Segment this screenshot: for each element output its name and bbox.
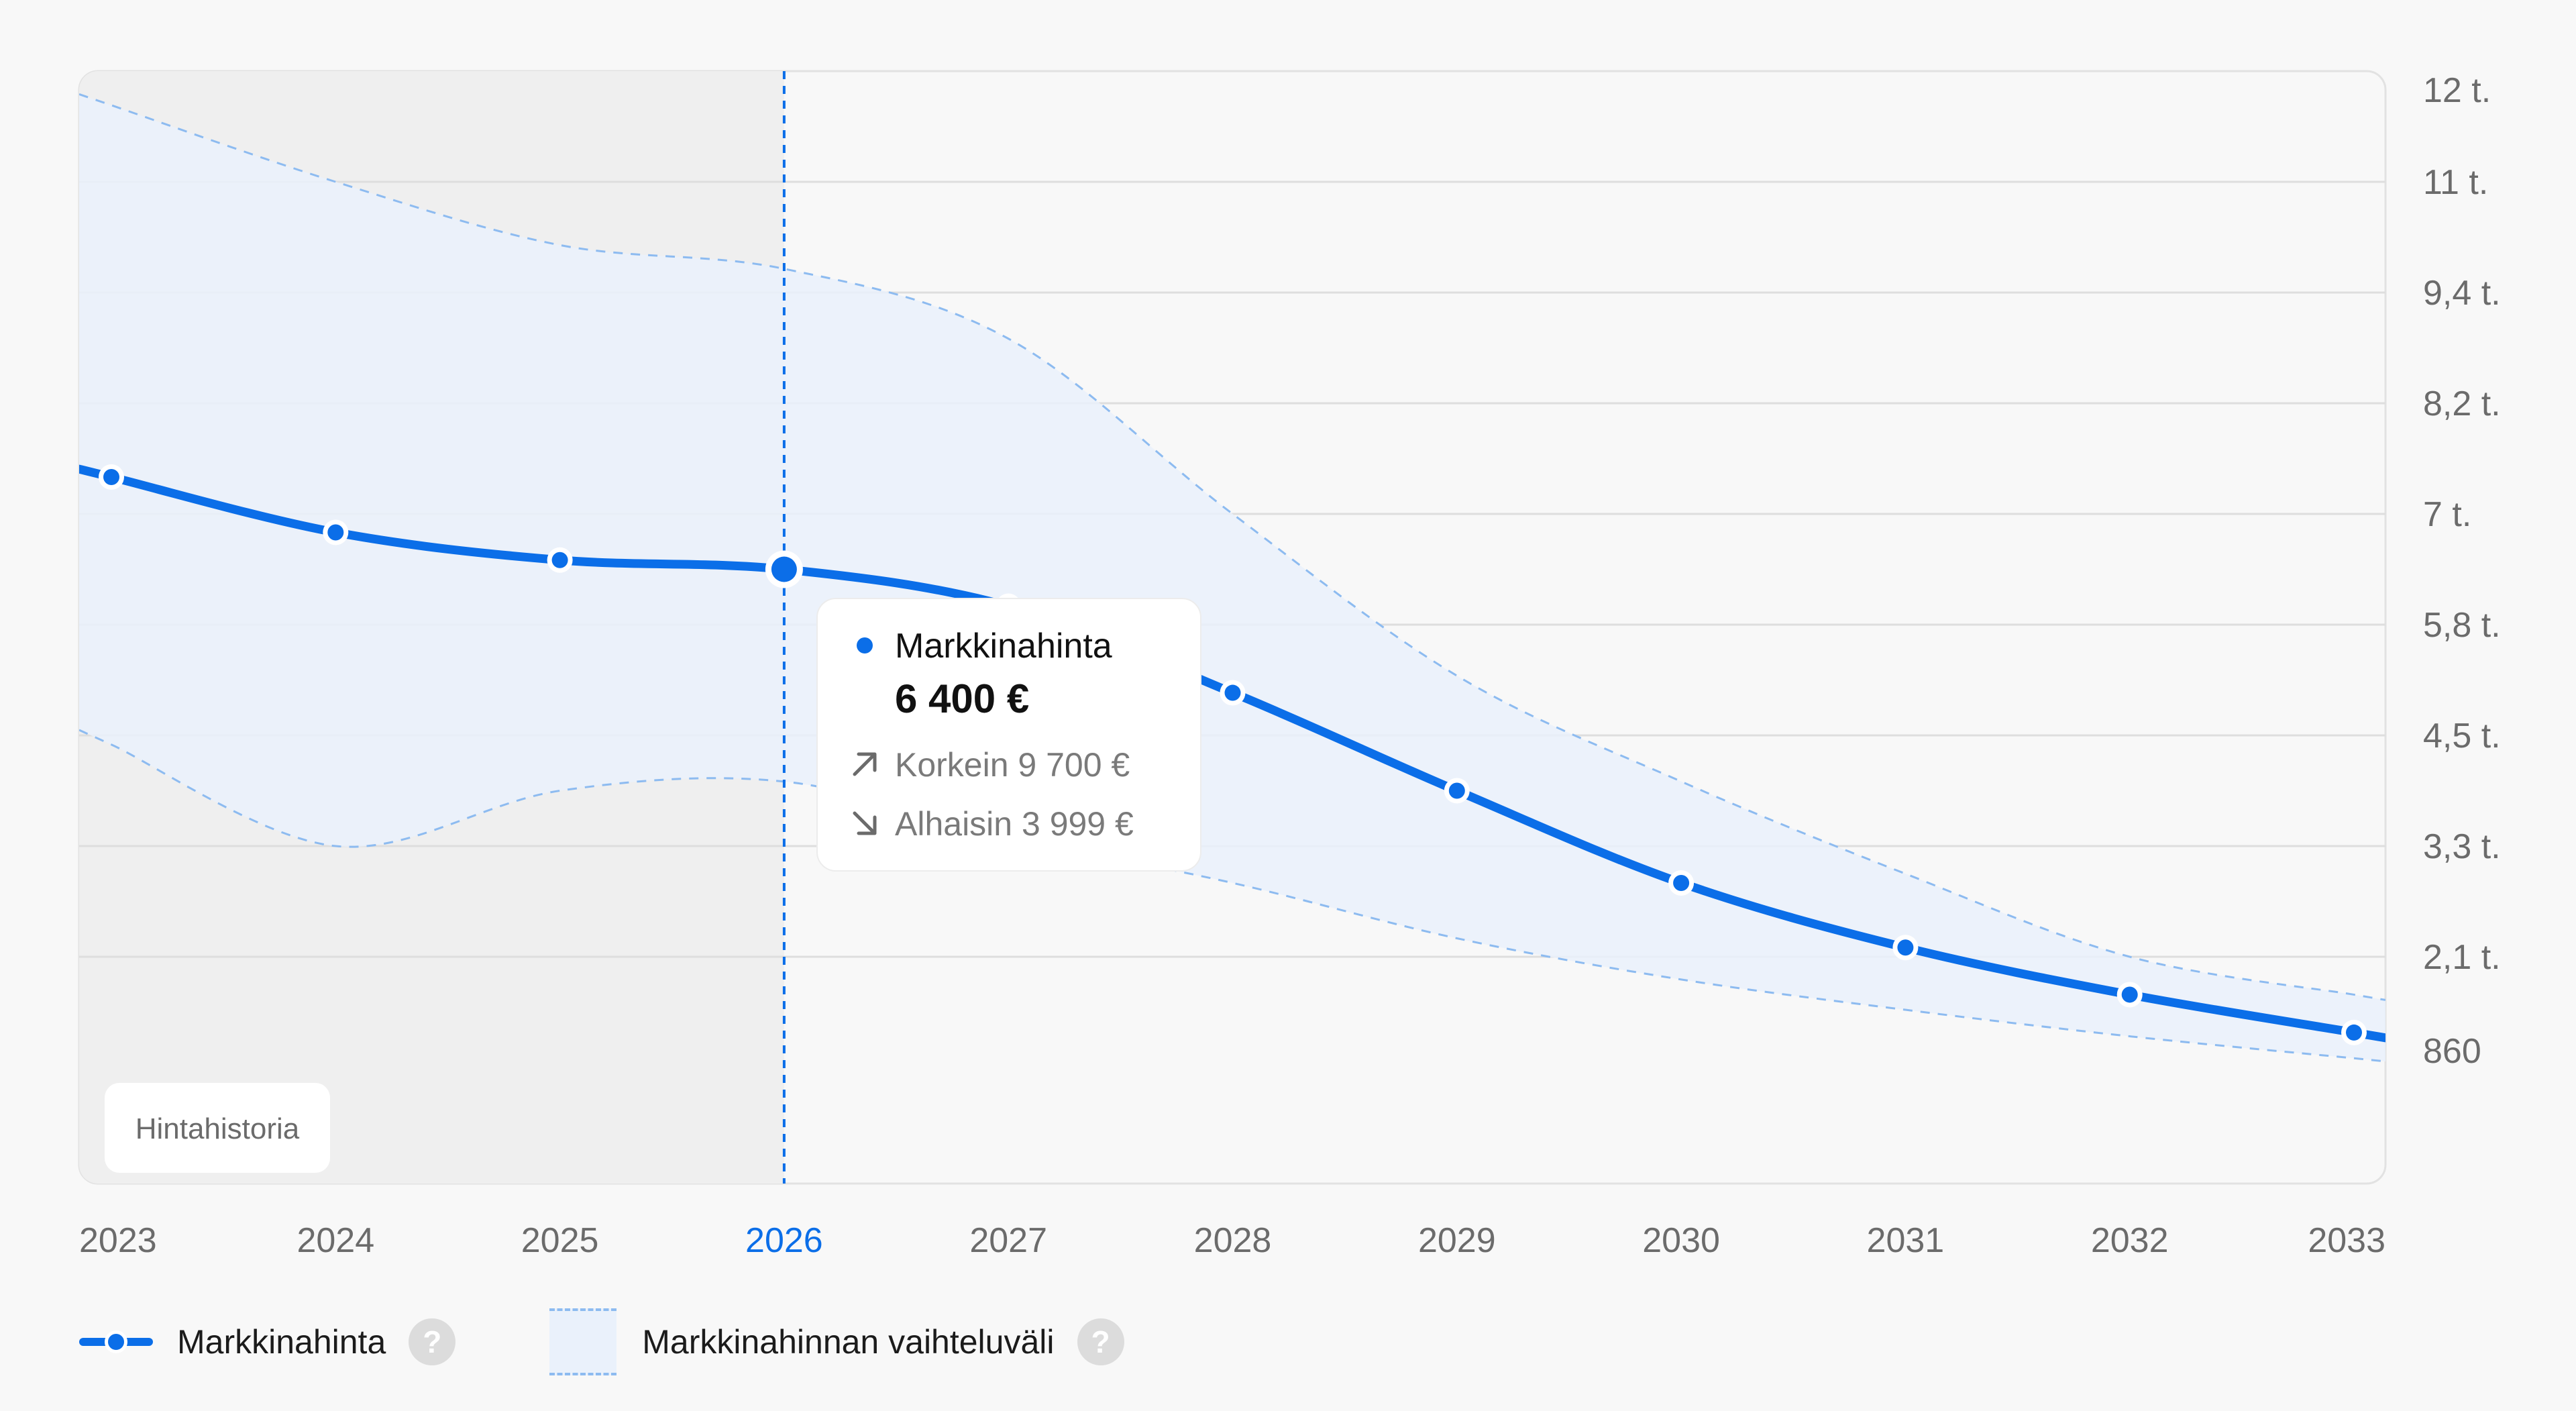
x-tick-label: 2031 — [1867, 1221, 1945, 1260]
tooltip-series-dot-icon — [857, 637, 873, 654]
data-point[interactable] — [1224, 684, 1241, 701]
legend-label-market-price: Markkinahinta — [177, 1323, 386, 1361]
x-tick-label: 2028 — [1194, 1221, 1272, 1260]
x-tick-label: 2027 — [969, 1221, 1047, 1260]
price-range-upper-line — [79, 93, 2385, 1001]
data-point[interactable] — [103, 469, 119, 485]
y-tick-label: 7 t. — [2423, 495, 2471, 534]
y-tick-label: 5,8 t. — [2423, 606, 2501, 645]
tooltip-high: Korkein 9 700 € — [895, 746, 1130, 784]
chart-legend: Markkinahinta ? Markkinahinnan vaihteluv… — [79, 1302, 1124, 1382]
data-point[interactable] — [771, 556, 797, 582]
data-point[interactable] — [1897, 939, 1914, 956]
chart-canvas: 12 t. 11 t. 9,4 t. 8,2 t. 7 t. 5,8 t. 4,5 t. 3,… — [78, 70, 2501, 1260]
tooltip-series-name: Markkinahinta — [895, 627, 1112, 666]
x-tick-label: 2024 — [297, 1221, 374, 1260]
x-tick-label: 2030 — [1642, 1221, 1720, 1260]
data-point[interactable] — [327, 524, 344, 541]
y-tick-label: 8,2 t. — [2423, 384, 2501, 423]
history-badge-label: Hintahistoria — [136, 1112, 300, 1145]
tooltip-value: 6 400 € — [895, 676, 1029, 721]
help-icon[interactable]: ? — [1077, 1318, 1124, 1365]
y-tick-label: 4,5 t. — [2423, 717, 2501, 755]
y-tick-label: 12 t. — [2423, 71, 2491, 110]
line-swatch-icon — [79, 1322, 153, 1362]
x-tick-label: 2026 — [745, 1221, 823, 1260]
y-tick-label: 9,4 t. — [2423, 274, 2501, 313]
tooltip-card — [816, 598, 1201, 872]
data-point[interactable] — [2121, 986, 2138, 1003]
data-point[interactable] — [1673, 875, 1690, 891]
band-swatch-icon — [549, 1308, 617, 1375]
legend-label-price-range: Markkinahinnan vaihteluväli — [642, 1323, 1055, 1361]
tooltip-low: Alhaisin 3 999 € — [895, 805, 1134, 843]
y-tick-label: 11 t. — [2423, 163, 2488, 202]
arrow-down-right-icon — [853, 811, 877, 835]
x-tick-label: 2023 — [79, 1221, 157, 1260]
data-point[interactable] — [551, 552, 568, 568]
price-range-lower-line — [79, 729, 2385, 1063]
arrow-up-right-icon — [853, 752, 877, 776]
y-tick-label: 860 — [2423, 1032, 2481, 1071]
legend-item-market-price[interactable]: Markkinahinta ? — [79, 1302, 456, 1382]
data-point[interactable] — [1448, 782, 1465, 799]
x-tick-label: 2033 — [2308, 1221, 2385, 1260]
help-icon[interactable]: ? — [409, 1318, 456, 1365]
x-tick-label: 2025 — [521, 1221, 599, 1260]
x-tick-label: 2032 — [2091, 1221, 2169, 1260]
legend-item-price-range[interactable]: Markkinahinnan vaihteluväli ? — [455, 1302, 1124, 1382]
x-tick-label: 2029 — [1418, 1221, 1496, 1260]
y-tick-label: 2,1 t. — [2423, 938, 2501, 977]
price-range-band — [79, 94, 2385, 1061]
data-point[interactable] — [2346, 1024, 2362, 1041]
history-badge — [105, 1083, 330, 1173]
y-tick-label: 3,3 t. — [2423, 827, 2501, 866]
